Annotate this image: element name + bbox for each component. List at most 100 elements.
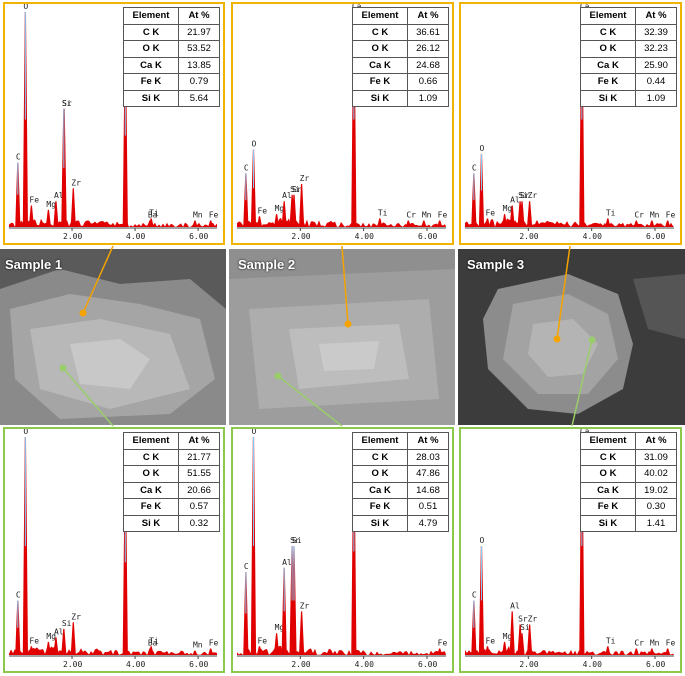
spectrum-peak <box>53 201 59 227</box>
x-tick-label: 2.00 <box>291 232 310 241</box>
peak-label: Si <box>520 623 530 632</box>
element-cell: C K <box>352 23 408 41</box>
spectrum-peak <box>377 218 383 227</box>
spectrum-peak <box>291 194 297 227</box>
peak-label: Mg <box>46 200 56 209</box>
x-tick-label: 6.00 <box>189 660 208 669</box>
peak-label: Ba <box>148 638 158 647</box>
peak-label: O <box>251 429 256 436</box>
atomic-percent-cell: 1.41 <box>635 514 677 532</box>
composition-row: Si K 5.64 <box>123 89 220 107</box>
element-column-header: Element <box>580 432 636 450</box>
peak-label: Si <box>292 536 302 545</box>
spectrum-peak <box>243 572 249 655</box>
spectrum-peak <box>70 188 76 227</box>
spectrum-peak <box>70 622 76 655</box>
element-cell: Fe K <box>123 73 179 91</box>
composition-table: Element At % C K 21.77 O K 51.55 Ca K 20.66 Fe K… <box>123 432 220 532</box>
spectrum-peak <box>509 205 515 227</box>
spectrum-peak <box>527 201 533 227</box>
peak-label: O <box>479 144 484 153</box>
atomic-percent-cell: 0.44 <box>635 73 677 91</box>
peak-label: Cr <box>634 638 644 647</box>
spectrum-peak <box>605 218 611 227</box>
spectrum-peak <box>484 646 491 655</box>
spectrum-panel-bottom-3: COFeMgAlSrSiZrCaTiCrMnFe2.004.006.00Elem… <box>459 427 682 673</box>
element-cell: Si K <box>580 514 636 532</box>
element-cell: O K <box>580 465 636 483</box>
composition-row: Fe K 0.79 <box>123 73 220 91</box>
element-cell: C K <box>123 23 179 41</box>
atomic-percent-cell: 0.32 <box>178 514 220 532</box>
composition-row: Fe K 0.30 <box>580 498 677 516</box>
peak-label: O <box>23 4 28 11</box>
peak-label: Zr <box>71 178 81 187</box>
composition-row: Ca K 24.68 <box>352 56 449 74</box>
sem-texture-3 <box>458 249 685 425</box>
spectrum-peak <box>633 648 639 655</box>
composition-row: Ca K 14.68 <box>352 481 449 499</box>
spectrum-peak <box>53 637 59 655</box>
element-cell: Ca K <box>580 56 636 74</box>
atomic-percent-cell: 36.61 <box>407 23 449 41</box>
composition-table-header: Element At % <box>352 432 449 450</box>
peak-label: Sr <box>518 614 528 623</box>
composition-row: O K 51.55 <box>123 465 220 483</box>
composition-row: C K 21.97 <box>123 23 220 41</box>
element-cell: C K <box>580 448 636 466</box>
composition-row: Fe K 0.66 <box>352 73 449 91</box>
x-tick-label: 2.00 <box>519 660 538 669</box>
spectrum-baseline <box>465 218 674 227</box>
atomic-percent-cell: 0.66 <box>407 73 449 91</box>
peak-label: Ti <box>606 208 616 217</box>
peak-label: Zr <box>528 191 538 200</box>
atomic-percent-cell: 31.09 <box>635 448 677 466</box>
atomic-percent-cell: 0.51 <box>407 498 449 516</box>
peak-label: Fe <box>438 638 448 647</box>
peak-label: Zr <box>528 614 538 623</box>
atomic-percent-cell: 24.68 <box>407 56 449 74</box>
element-cell: O K <box>123 465 179 483</box>
composition-table-header: Element At % <box>123 7 220 25</box>
sample-label: Sample 1 <box>5 257 63 272</box>
element-cell: Si K <box>123 89 179 107</box>
atomic-percent-cell: 32.39 <box>635 23 677 41</box>
peak-label: Fe <box>29 636 39 645</box>
spectrum-baseline <box>465 645 674 655</box>
peak-label: Si <box>62 619 72 628</box>
spectrum-peak <box>208 220 214 227</box>
element-cell: C K <box>352 448 408 466</box>
spectrum-peak <box>649 220 655 227</box>
spectrum-peak <box>484 218 491 227</box>
atomic-percent-cell: 0.57 <box>178 498 220 516</box>
element-cell: Fe K <box>352 498 408 516</box>
peak-label: Al <box>54 628 64 637</box>
peak-label: C <box>16 153 21 162</box>
composition-row: O K 53.52 <box>123 40 220 58</box>
spectrum-baseline <box>237 217 446 227</box>
atomic-percent-column-header: At % <box>407 432 449 450</box>
peak-label: Cr <box>406 211 416 220</box>
element-cell: C K <box>580 23 636 41</box>
spectrum-baseline <box>9 218 217 227</box>
composition-row: O K 26.12 <box>352 40 449 58</box>
peak-label: Fe <box>209 638 219 647</box>
sample-label: Sample 2 <box>238 257 296 272</box>
atomic-percent-cell: 53.52 <box>178 40 220 58</box>
spectrum-peak <box>273 633 280 655</box>
atomic-percent-cell: 0.79 <box>178 73 220 91</box>
element-cell: Si K <box>352 514 408 532</box>
spectrum-peak <box>256 646 263 655</box>
composition-row: Si K 1.09 <box>580 89 677 107</box>
peak-label: Zr <box>300 174 310 183</box>
element-cell: Fe K <box>580 498 636 516</box>
atomic-percent-cell: 51.55 <box>178 465 220 483</box>
peak-label: Si <box>62 99 72 108</box>
peak-label: Si <box>290 185 300 194</box>
atomic-percent-cell: 13.85 <box>178 56 220 74</box>
element-cell: Si K <box>123 514 179 532</box>
sample-label: Sample 3 <box>467 257 525 272</box>
peak-label: Mg <box>275 204 285 213</box>
spectrum-panel-top-1: COFeMgAlSrSiZrCaTiBaMnFe2.004.006.00Elem… <box>3 2 225 245</box>
atomic-percent-cell: 5.64 <box>178 89 220 107</box>
